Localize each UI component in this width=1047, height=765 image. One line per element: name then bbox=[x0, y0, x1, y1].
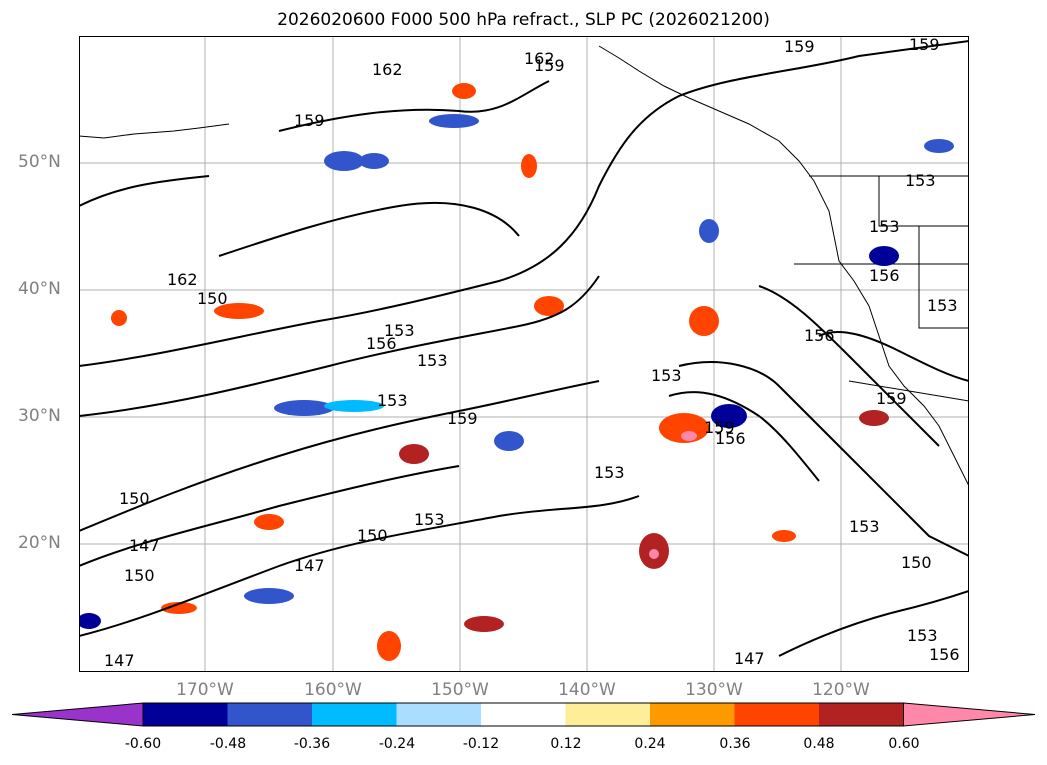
colorbar-cells bbox=[11, 702, 1036, 727]
colorbar-cell bbox=[481, 703, 566, 726]
slp-contours bbox=[79, 40, 969, 657]
colorbar-tick-label: 0.12 bbox=[550, 736, 582, 752]
contour-label: 153 bbox=[849, 517, 880, 536]
contour-label: 150 bbox=[197, 289, 228, 308]
lon-label-140w: 140°W bbox=[558, 680, 616, 700]
colorbar-tick-label: -0.12 bbox=[462, 736, 500, 752]
contour-label: 156 bbox=[869, 266, 900, 285]
lat-label-30n: 30°N bbox=[18, 406, 61, 426]
colorbar-tick-label: 0.60 bbox=[888, 736, 920, 752]
contour-label: 159 bbox=[447, 409, 478, 428]
map-title: 2026020600 F000 500 hPa refract., SLP PC… bbox=[277, 10, 770, 30]
contour-label: 156 bbox=[929, 645, 960, 664]
colorbar-cell bbox=[143, 703, 228, 726]
colorbar-tick-label: 0.48 bbox=[803, 736, 835, 752]
colorbar-tick-label: -0.48 bbox=[209, 736, 247, 752]
contour-label: 153 bbox=[414, 510, 445, 529]
colorbar-cell bbox=[734, 703, 819, 726]
contour-label: 153 bbox=[377, 391, 408, 410]
gridlines bbox=[79, 36, 969, 672]
lon-label-160w: 160°W bbox=[304, 680, 362, 700]
colorbar-cell bbox=[650, 703, 735, 726]
contour-label: 153 bbox=[907, 626, 938, 645]
contour-label: 147 bbox=[294, 556, 325, 575]
lat-label-20n: 20°N bbox=[18, 533, 61, 553]
contour-label: 150 bbox=[357, 526, 388, 545]
colorbar-cell bbox=[227, 703, 312, 726]
colorbar-cell bbox=[312, 703, 397, 726]
contour-labels: 162 162 159 159 159 162 156 153 153 150 … bbox=[104, 36, 960, 670]
contour-label: 153 bbox=[384, 321, 415, 340]
colorbar-tick-label: 0.36 bbox=[719, 736, 751, 752]
contour-label: 147 bbox=[129, 536, 160, 555]
contour-label: 153 bbox=[417, 351, 448, 370]
colorbar-extension-low bbox=[11, 702, 144, 727]
contour-label: 162 bbox=[372, 60, 403, 79]
contour-label: 147 bbox=[104, 651, 135, 670]
lon-label-120w: 120°W bbox=[812, 680, 870, 700]
contour-label: 153 bbox=[927, 296, 958, 315]
contour-label: 150 bbox=[124, 566, 155, 585]
contour-label: 159 bbox=[704, 418, 735, 437]
contour-label: 156 bbox=[804, 326, 835, 345]
contour-label: 156 bbox=[715, 429, 746, 448]
colorbar-cell bbox=[565, 703, 650, 726]
colorbar bbox=[11, 702, 1036, 727]
contour-label: 159 bbox=[909, 36, 940, 54]
contour-label: 153 bbox=[651, 366, 682, 385]
colorbar-cell bbox=[396, 703, 481, 726]
lon-label-150w: 150°W bbox=[431, 680, 489, 700]
contour-label: 159 bbox=[534, 56, 565, 75]
contour-label: 162 bbox=[524, 49, 555, 68]
lat-label-50n: 50°N bbox=[18, 152, 61, 172]
colorbar-tick-label: -0.60 bbox=[124, 736, 162, 752]
map-panel: 162 162 159 159 159 162 156 153 153 150 … bbox=[79, 36, 969, 672]
lon-label-170w: 170°W bbox=[176, 680, 234, 700]
contour-label: 156 bbox=[366, 334, 397, 353]
contour-label: 150 bbox=[119, 489, 150, 508]
contour-label: 159 bbox=[784, 37, 815, 56]
colorbar-tick-label: -0.24 bbox=[378, 736, 416, 752]
colorbar-cell bbox=[819, 703, 904, 726]
colorbar-tick-label: 0.24 bbox=[634, 736, 666, 752]
contour-label: 150 bbox=[901, 553, 932, 572]
colorbar-tick-label: -0.36 bbox=[293, 736, 331, 752]
contour-label: 159 bbox=[294, 111, 325, 130]
colorbar-extension-high bbox=[903, 702, 1036, 727]
lat-label-40n: 40°N bbox=[18, 279, 61, 299]
colorbar-outline bbox=[142, 702, 904, 727]
contour-label: 153 bbox=[869, 217, 900, 236]
contour-label: 153 bbox=[594, 463, 625, 482]
contour-label: 147 bbox=[734, 649, 765, 668]
contour-label: 159 bbox=[876, 389, 907, 408]
lon-label-130w: 130°W bbox=[685, 680, 743, 700]
contour-label: 162 bbox=[167, 270, 198, 289]
contour-label: 153 bbox=[905, 171, 936, 190]
anomaly-blobs bbox=[79, 83, 954, 661]
